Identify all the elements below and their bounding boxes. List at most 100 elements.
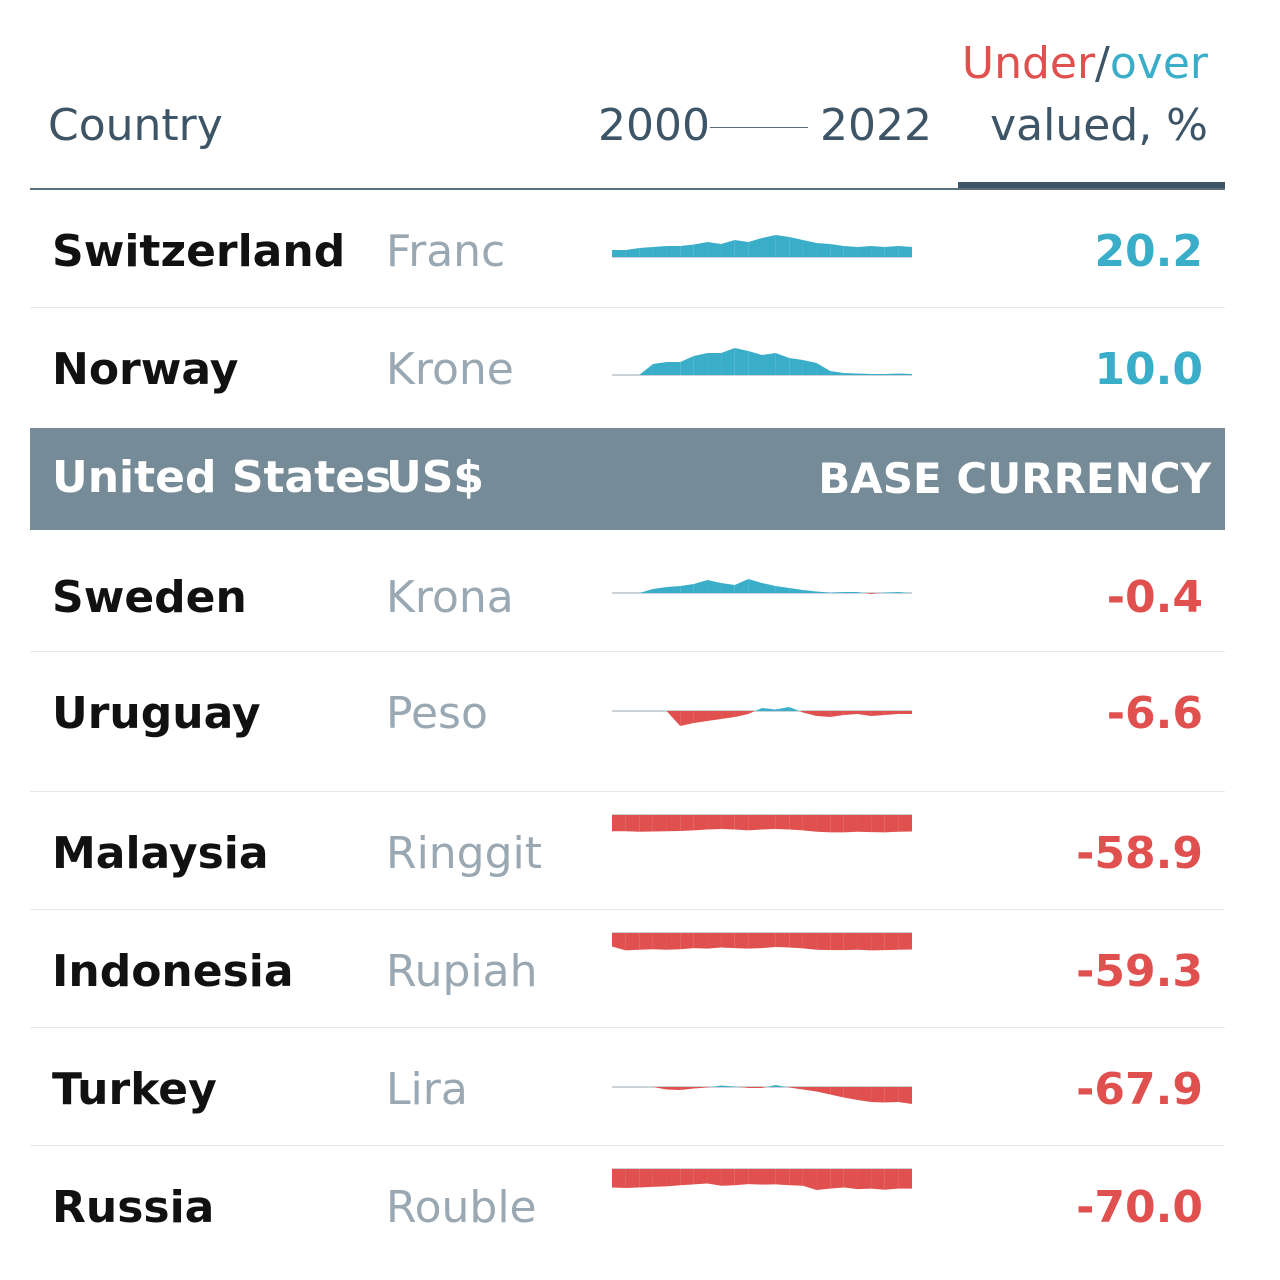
sparkline-area-segment <box>707 242 722 257</box>
sparkline-area-segment <box>612 1169 626 1189</box>
sparkline-area-segment <box>802 590 817 593</box>
sparkline-area-segment <box>652 815 667 832</box>
year-range-line <box>710 127 808 128</box>
sparkline-area-segment <box>884 933 899 951</box>
sparkline-area-segment <box>612 815 626 832</box>
sparkline-area-segment <box>721 933 735 949</box>
sparkline-area-segment <box>789 237 803 257</box>
sparkline-area-segment <box>898 373 912 375</box>
column-header-year-start: 2000 <box>598 100 710 151</box>
sparkline-area-segment <box>898 815 912 832</box>
sparkline-area-segment <box>693 815 708 831</box>
table-row: Sweden Krona -0.4 <box>30 534 1225 652</box>
currency-name: Rouble <box>386 1182 537 1233</box>
sparkline <box>612 235 912 258</box>
sparkline-area-segment <box>762 1087 767 1088</box>
sparkline-area-segment <box>666 815 681 832</box>
sparkline <box>612 579 912 594</box>
sparkline-area-segment <box>707 711 722 721</box>
sparkline-area-segment <box>680 1087 694 1090</box>
base-currency-label: BASE CURRENCY <box>818 454 1211 503</box>
table-row: Indonesia Rupiah -59.3 <box>30 910 1225 1028</box>
valuation-value: 20.2 <box>1094 226 1203 277</box>
sparkline-area-segment <box>748 933 762 949</box>
sparkline-area-segment <box>871 711 885 716</box>
sparkline-area-segment <box>666 586 681 593</box>
currency-name: Franc <box>386 226 506 277</box>
sparkline-area-segment <box>816 711 831 717</box>
row-separator <box>30 1145 1225 1146</box>
country-name: Malaysia <box>52 828 269 879</box>
column-header-valued: valued, % <box>990 100 1208 151</box>
sparkline-area-segment <box>884 1169 899 1190</box>
column-header-year-end: 2022 <box>820 100 932 151</box>
valuation-value: -6.6 <box>1106 688 1203 739</box>
sparkline-area-segment <box>802 711 817 716</box>
sparkline-area-segment <box>830 371 844 375</box>
country-name: Turkey <box>52 1064 217 1115</box>
sparkline-area-segment <box>843 711 858 715</box>
base-country: United States <box>52 452 392 503</box>
sparkline-area-segment <box>884 1087 899 1103</box>
sparkline-area-segment <box>734 711 749 717</box>
sparkline-area-segment <box>871 815 885 833</box>
sparkline-area-segment <box>693 1087 708 1089</box>
sparkline-area-segment <box>639 589 653 593</box>
sparkline-area-segment <box>857 933 872 951</box>
sparkline-area-segment <box>707 933 722 949</box>
sparkline <box>612 707 912 726</box>
sparkline-area-segment <box>734 1169 749 1186</box>
sparkline-area-segment <box>625 1169 640 1189</box>
sparkline-area-segment <box>612 250 626 257</box>
sparkline-area-segment <box>789 707 800 711</box>
sparkline-area-segment <box>666 1087 681 1090</box>
country-name: Russia <box>52 1182 215 1233</box>
sparkline-area-segment <box>693 711 708 723</box>
country-name: Switzerland <box>52 226 346 277</box>
sparkline-area-segment <box>843 1087 858 1100</box>
sparkline-area-segment <box>789 588 803 593</box>
sparkline-area-segment <box>816 933 831 951</box>
sparkline-area-segment <box>857 246 872 257</box>
sparkline-area-segment <box>721 815 735 830</box>
sparkline-area-segment <box>830 1169 844 1189</box>
sparkline-area-segment <box>884 711 899 715</box>
column-header-country: Country <box>48 100 223 151</box>
sparkline-area-segment <box>748 711 756 714</box>
sparkline-area-segment <box>871 593 881 594</box>
sparkline-area-segment <box>748 1169 762 1185</box>
base-currency-row: United States US$ BASE CURRENCY <box>30 428 1225 530</box>
currency-name: Krona <box>386 572 514 623</box>
sparkline-area-segment <box>830 933 844 951</box>
sparkline-area-segment <box>762 708 776 711</box>
sparkline-area-segment <box>680 815 694 831</box>
sparkline-area-segment <box>693 242 708 257</box>
sparkline-area-segment <box>802 360 817 375</box>
sparkline-area-segment <box>721 711 735 719</box>
table-row: Norway Krone 10.0 <box>30 308 1225 426</box>
sparkline-area-segment <box>843 592 858 593</box>
sparkline-area-segment <box>666 711 681 726</box>
sparkline-area-segment <box>830 711 844 717</box>
table-row: Switzerland Franc 20.2 <box>30 190 1225 308</box>
sparkline-area-segment <box>639 815 653 832</box>
sparkline-area-segment <box>775 707 790 711</box>
sparkline-area-segment <box>625 933 640 951</box>
sparkline-area-segment <box>802 815 817 832</box>
sparkline-area-segment <box>884 592 899 593</box>
sparkline-area-segment <box>884 373 899 375</box>
sparkline-area-segment <box>721 348 735 375</box>
sparkline-area-segment <box>680 584 694 593</box>
sparkline-area-segment <box>680 1169 694 1186</box>
sparkline-area-segment <box>707 580 722 593</box>
sparkline-area-segment <box>830 244 844 257</box>
sparkline-area-segment <box>843 933 858 951</box>
row-separator <box>30 651 1225 652</box>
sparkline-area-segment <box>748 1087 762 1088</box>
sparkline-area-segment <box>680 244 694 257</box>
sparkline-area-segment <box>857 711 872 716</box>
sparkline-area-segment <box>625 815 640 832</box>
sparkline-area-segment <box>666 362 681 375</box>
sparkline-area-segment <box>693 1169 708 1185</box>
sparkline-area-segment <box>748 238 762 257</box>
